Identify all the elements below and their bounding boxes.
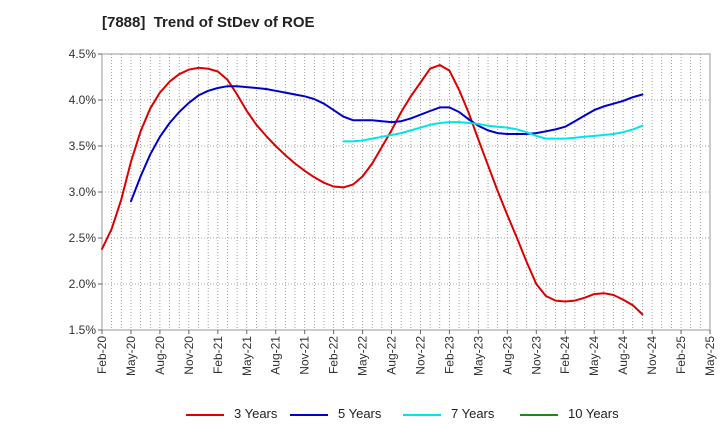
legend-swatch-5-years <box>290 414 328 416</box>
plot-svg: 1.5% 2.0% 2.5% 3.0% 3.5% 4.0% 4.5% Feb-20 May-2… <box>69 47 717 376</box>
chart-title: [7888] Trend of StDev of ROE <box>102 14 315 31</box>
x-tick-label: Feb-21 <box>211 336 225 374</box>
x-tick-label: Nov-22 <box>413 336 427 375</box>
grid-lines <box>102 54 710 330</box>
legend-swatch-3-years <box>186 414 224 416</box>
y-tick-label: 3.5% <box>69 139 97 153</box>
x-tick-label: May-23 <box>471 336 485 376</box>
legend-label-5-years: 5 Years <box>338 406 382 421</box>
x-tick-label: Feb-22 <box>327 336 341 374</box>
x-tick-label: Aug-23 <box>500 336 514 375</box>
y-tick-label: 3.0% <box>69 185 97 199</box>
x-tick-label: Nov-21 <box>298 336 312 375</box>
x-tick-label: May-22 <box>356 336 370 376</box>
x-axis-ticks: Feb-20 May-20 Aug-20 Nov-20 Feb-21 May-21 Aug-… <box>95 330 717 376</box>
x-tick-label: May-25 <box>703 336 717 376</box>
y-tick-label: 2.5% <box>69 231 97 245</box>
series-line-7-years <box>342 121 644 143</box>
series-line-5-years <box>130 85 644 203</box>
y-tick-label: 2.0% <box>69 277 97 291</box>
legend-swatch-7-years <box>403 414 441 416</box>
x-tick-label: Feb-24 <box>558 336 572 374</box>
legend-label-10-years: 10 Years <box>568 406 619 421</box>
x-tick-label: Nov-23 <box>529 336 543 375</box>
x-tick-label: May-21 <box>240 336 254 376</box>
x-tick-label: Aug-20 <box>153 336 167 375</box>
x-tick-label: Nov-24 <box>645 336 659 375</box>
y-axis-ticks: 1.5% 2.0% 2.5% 3.0% 3.5% 4.0% 4.5% <box>69 47 102 337</box>
legend: 3 Years 5 Years 7 Years 10 Years <box>0 404 720 426</box>
series-lines <box>101 64 644 316</box>
x-tick-label: May-20 <box>124 336 138 376</box>
y-tick-label: 1.5% <box>69 323 97 337</box>
x-tick-label: Feb-25 <box>674 336 688 374</box>
x-tick-label: Feb-23 <box>442 336 456 374</box>
x-tick-label: Feb-20 <box>95 336 109 374</box>
x-tick-label: Aug-22 <box>385 336 399 375</box>
series-line-3-years <box>101 64 644 316</box>
x-tick-label: May-24 <box>587 336 601 376</box>
legend-label-3-years: 3 Years <box>234 406 278 421</box>
x-tick-label: Aug-24 <box>616 336 630 375</box>
x-tick-label: Aug-21 <box>269 336 283 375</box>
y-tick-label: 4.5% <box>69 47 97 61</box>
legend-label-7-years: 7 Years <box>451 406 495 421</box>
x-tick-label: Nov-20 <box>182 336 196 375</box>
y-tick-label: 4.0% <box>69 93 97 107</box>
legend-swatch-10-years <box>520 414 558 416</box>
